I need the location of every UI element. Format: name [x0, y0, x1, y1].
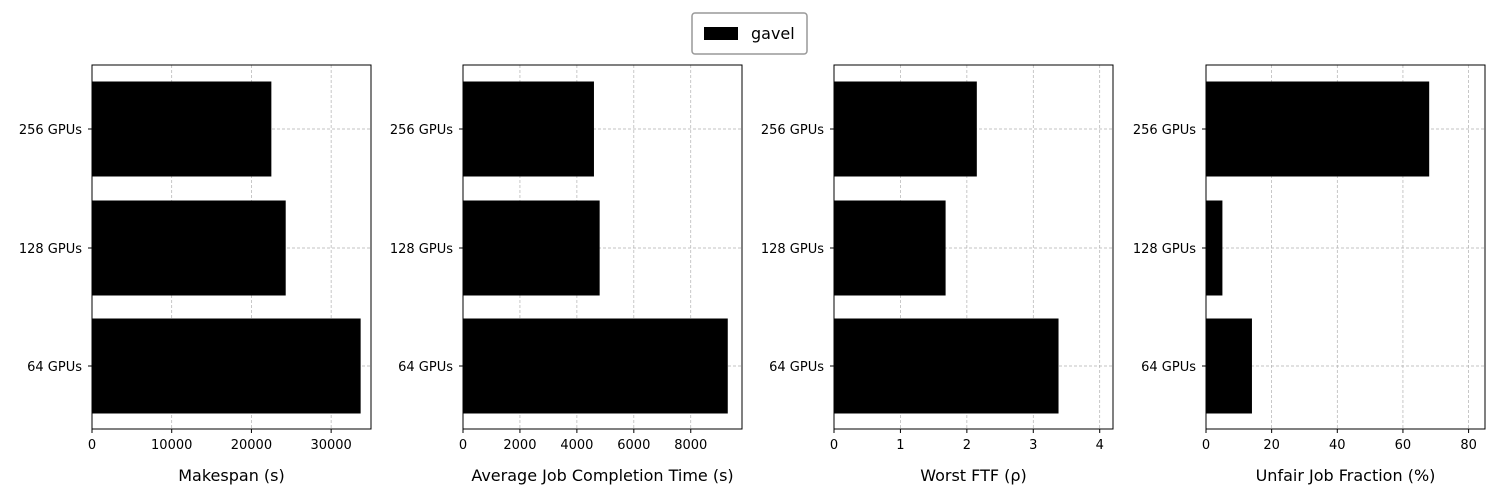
x-tick-label: 60	[1395, 438, 1412, 453]
plot-frame	[1205, 64, 1486, 430]
bar	[92, 81, 272, 177]
bar	[834, 81, 977, 177]
x-tick-label: 2000	[503, 438, 536, 453]
bar	[92, 200, 286, 296]
bar	[1206, 200, 1223, 296]
x-tick-label: 4000	[560, 438, 593, 453]
y-tick-label: 64 GPUs	[398, 360, 453, 375]
x-tick-label: 0	[459, 438, 467, 453]
legend: gavel	[691, 12, 808, 55]
x-tick-label: 10000	[151, 438, 192, 453]
panel-4: 0 20 40 60 80 256 GPUs 128 GPUs 64 GPUs Unfair J…	[1133, 64, 1486, 485]
x-axis-label: Makespan (s)	[178, 466, 285, 485]
panel-2: 0 2000 4000 6000 8000 256 GPUs 128 GPUs 64 GPUs…	[390, 64, 743, 485]
x-tick-label: 0	[88, 438, 96, 453]
x-tick-label: 4	[1096, 438, 1104, 453]
y-tick-label: 256 GPUs	[390, 123, 453, 138]
plot-frame	[833, 64, 1114, 430]
y-tick-label: 64 GPUs	[769, 360, 824, 375]
y-tick-label: 64 GPUs	[1141, 360, 1196, 375]
x-tick-label: 1	[896, 438, 904, 453]
plot-frame	[462, 64, 743, 430]
x-tick-label: 80	[1460, 438, 1477, 453]
x-tick-label: 8000	[674, 438, 707, 453]
legend-frame	[691, 12, 808, 55]
bar	[1206, 318, 1252, 414]
bar	[463, 81, 594, 177]
y-tick-label: 128 GPUs	[1133, 242, 1196, 257]
x-tick-label: 0	[830, 438, 838, 453]
y-tick-label: 256 GPUs	[761, 123, 824, 138]
plot-frame	[91, 64, 372, 430]
bar	[834, 200, 946, 296]
x-tick-label: 3	[1029, 438, 1037, 453]
y-tick-label: 128 GPUs	[19, 242, 82, 257]
bar	[463, 318, 728, 414]
x-tick-label: 40	[1329, 438, 1346, 453]
x-tick-label: 2	[963, 438, 971, 453]
x-axis-label: Unfair Job Fraction (%)	[1256, 466, 1436, 485]
x-axis-label: Worst FTF (ρ)	[920, 466, 1027, 485]
panel-3: 0 1 2 3 4 256 GPUs 128 GPUs 64 GPUs Worst FTF (ρ…	[761, 64, 1114, 485]
x-tick-label: 6000	[617, 438, 650, 453]
bar	[463, 200, 600, 296]
x-axis-label: Average Job Completion Time (s)	[471, 466, 733, 485]
x-tick-label: 0	[1202, 438, 1210, 453]
y-tick-label: 128 GPUs	[390, 242, 453, 257]
y-tick-label: 64 GPUs	[27, 360, 82, 375]
legend-swatch	[704, 27, 738, 40]
y-tick-label: 128 GPUs	[761, 242, 824, 257]
panel-1: 0 10000 20000 30000 256 GPUs 128 GPUs 64 GPUs M…	[19, 64, 372, 485]
y-tick-label: 256 GPUs	[19, 123, 82, 138]
bar	[1206, 81, 1430, 177]
legend-label: gavel	[751, 24, 795, 43]
x-tick-label: 20	[1263, 438, 1280, 453]
bar	[834, 318, 1059, 414]
x-tick-label: 20000	[231, 438, 272, 453]
y-tick-label: 256 GPUs	[1133, 123, 1196, 138]
x-tick-label: 30000	[310, 438, 351, 453]
bar	[92, 318, 361, 414]
